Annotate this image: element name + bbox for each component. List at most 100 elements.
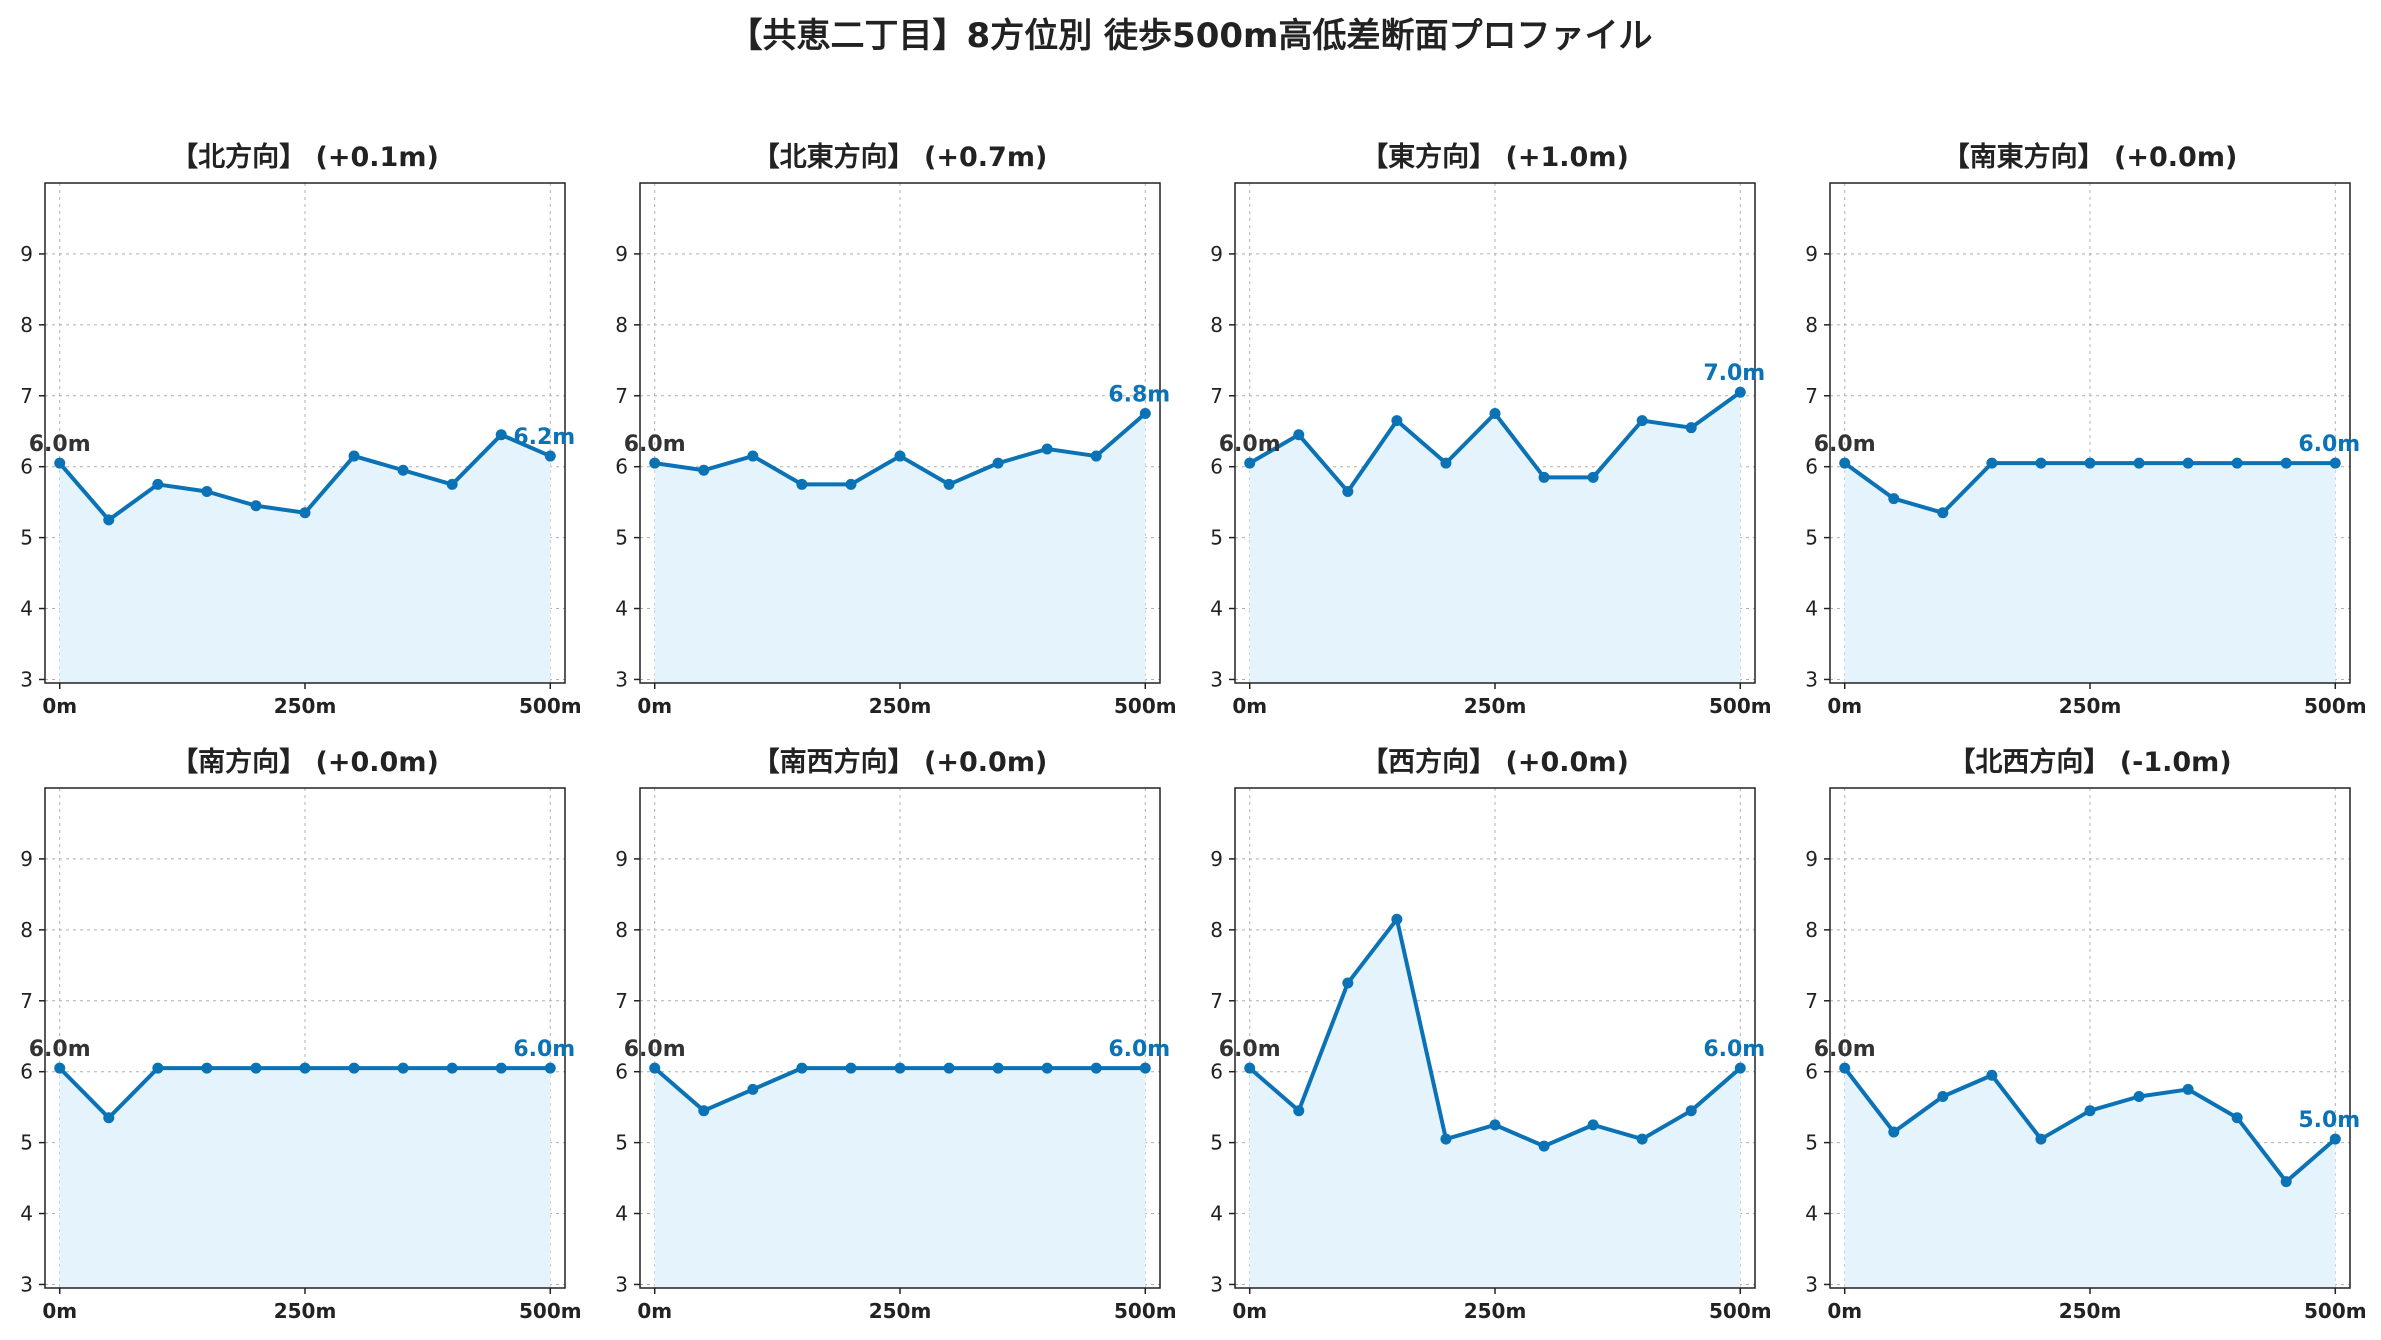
- y-tick-label: 4: [20, 1202, 33, 1226]
- y-tick-label: 7: [20, 989, 33, 1013]
- data-point: [2182, 457, 2194, 469]
- y-tick-label: 3: [1210, 1272, 1223, 1296]
- y-tick-label: 8: [1805, 918, 1818, 942]
- y-tick-label: 8: [1805, 313, 1818, 337]
- y-tick-label: 4: [615, 597, 628, 621]
- chart-title: 【西方向】 (+0.0m): [1361, 746, 1629, 778]
- x-tick-label: 0m: [1232, 694, 1267, 718]
- y-tick-label: 3: [615, 667, 628, 691]
- data-point: [796, 1062, 808, 1074]
- x-tick-label: 500m: [519, 1299, 582, 1323]
- x-tick-label: 500m: [519, 694, 582, 718]
- x-tick-label: 500m: [1709, 694, 1772, 718]
- start-elevation-label: 6.0m: [29, 432, 91, 457]
- data-point: [796, 478, 808, 490]
- x-tick-label: 250m: [1464, 694, 1527, 718]
- data-point: [1090, 450, 1102, 462]
- data-point: [1636, 415, 1648, 427]
- start-elevation-label: 6.0m: [1814, 432, 1876, 457]
- data-point: [397, 1062, 409, 1074]
- y-tick-label: 8: [20, 313, 33, 337]
- data-point: [649, 1062, 661, 1074]
- y-tick-label: 8: [1210, 313, 1223, 337]
- data-point: [894, 450, 906, 462]
- data-point: [992, 1062, 1004, 1074]
- y-tick-label: 9: [1805, 847, 1818, 871]
- data-point: [1139, 407, 1151, 419]
- end-elevation-label: 6.0m: [1108, 1037, 1170, 1062]
- y-tick-label: 7: [1805, 384, 1818, 408]
- y-tick-label: 3: [20, 1272, 33, 1296]
- data-point: [1937, 1091, 1949, 1103]
- chart-title: 【北東方向】 (+0.7m): [753, 141, 1048, 173]
- data-point: [1685, 1105, 1697, 1117]
- data-point: [1489, 1119, 1501, 1131]
- data-point: [152, 1062, 164, 1074]
- data-point: [943, 478, 955, 490]
- data-point: [1685, 422, 1697, 434]
- start-elevation-label: 6.0m: [29, 1037, 91, 1062]
- chart-title: 【南方向】 (+0.0m): [171, 746, 439, 778]
- data-point: [1587, 1119, 1599, 1131]
- chart-panel-8: 【北西方向】 (-1.0m) 3 4 5 6 7 8 9 0m 250m 500m 6.0m 5.0m: [1805, 746, 2366, 1323]
- y-tick-label: 3: [1805, 667, 1818, 691]
- x-tick-label: 250m: [869, 1299, 932, 1323]
- data-point: [1293, 1105, 1305, 1117]
- chart-title: 【東方向】 (+1.0m): [1361, 141, 1629, 173]
- y-tick-label: 3: [20, 667, 33, 691]
- y-tick-label: 5: [615, 1131, 628, 1155]
- data-point: [397, 464, 409, 476]
- chart-panel-1: 【北方向】 (+0.1m) 3 4 5 6 7 8 9 0m 250m 500m 6.0m 6.2m: [20, 141, 581, 718]
- end-elevation-label: 6.8m: [1108, 382, 1170, 407]
- data-point: [1489, 407, 1501, 419]
- x-tick-label: 0m: [1827, 694, 1862, 718]
- chart-title: 【北方向】 (+0.1m): [171, 141, 439, 173]
- start-elevation-label: 6.0m: [624, 432, 686, 457]
- x-tick-label: 0m: [42, 1299, 77, 1323]
- y-tick-label: 7: [20, 384, 33, 408]
- start-elevation-label: 6.0m: [1219, 1037, 1281, 1062]
- y-tick-label: 7: [1805, 989, 1818, 1013]
- data-point: [1538, 1140, 1550, 1152]
- data-point: [1244, 1062, 1256, 1074]
- start-elevation-label: 6.0m: [1814, 1037, 1876, 1062]
- data-point: [2329, 1133, 2341, 1145]
- data-point: [1734, 386, 1746, 398]
- data-point: [1636, 1133, 1648, 1145]
- x-tick-label: 250m: [274, 1299, 337, 1323]
- x-tick-label: 0m: [637, 1299, 672, 1323]
- data-point: [544, 1062, 556, 1074]
- data-point: [1839, 1062, 1851, 1074]
- data-point: [2231, 457, 2243, 469]
- data-point: [103, 514, 115, 526]
- chart-panel-3: 【東方向】 (+1.0m) 3 4 5 6 7 8 9 0m 250m 500m 6.0m 7.0m: [1210, 141, 1771, 718]
- y-tick-label: 4: [1210, 597, 1223, 621]
- y-tick-label: 4: [20, 597, 33, 621]
- data-point: [1244, 457, 1256, 469]
- y-tick-label: 5: [1805, 1131, 1818, 1155]
- y-tick-label: 5: [20, 1131, 33, 1155]
- x-tick-label: 0m: [1232, 1299, 1267, 1323]
- data-point: [1888, 1126, 1900, 1138]
- y-tick-label: 8: [615, 918, 628, 942]
- y-tick-label: 6: [615, 455, 628, 479]
- area-fill: [1249, 392, 1741, 683]
- data-point: [495, 1062, 507, 1074]
- data-point: [1139, 1062, 1151, 1074]
- y-tick-label: 9: [615, 242, 628, 266]
- data-point: [299, 1062, 311, 1074]
- data-point: [1937, 507, 1949, 519]
- data-point: [2084, 457, 2096, 469]
- x-tick-label: 0m: [637, 694, 672, 718]
- data-point: [201, 486, 213, 498]
- data-point: [1440, 457, 1452, 469]
- y-tick-label: 7: [615, 989, 628, 1013]
- data-point: [1587, 471, 1599, 483]
- x-tick-label: 250m: [274, 694, 337, 718]
- y-tick-label: 9: [20, 847, 33, 871]
- data-point: [2280, 1176, 2292, 1188]
- area-fill: [654, 1068, 1146, 1288]
- data-point: [1839, 457, 1851, 469]
- chart-title: 【南東方向】 (+0.0m): [1943, 141, 2238, 173]
- data-point: [1342, 977, 1354, 989]
